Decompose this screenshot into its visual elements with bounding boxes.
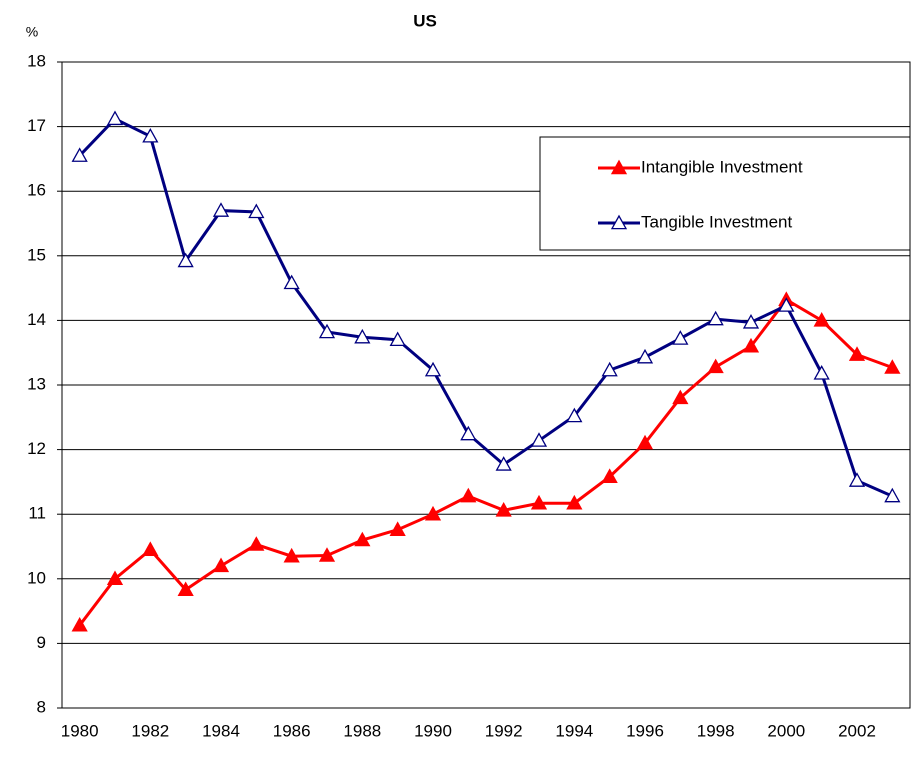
point bbox=[530, 432, 548, 447]
y-tick-label: 10 bbox=[27, 568, 46, 587]
point bbox=[672, 330, 689, 345]
point bbox=[460, 425, 477, 441]
point bbox=[636, 434, 654, 450]
x-tick-label: 1992 bbox=[485, 721, 523, 740]
y-tick-label: 12 bbox=[27, 439, 46, 458]
y-tick-label: 9 bbox=[37, 633, 46, 652]
x-tick-label: 2002 bbox=[838, 721, 876, 740]
point bbox=[212, 557, 230, 573]
x-tick-label: 1994 bbox=[555, 721, 593, 740]
point bbox=[389, 331, 406, 347]
y-tick-label: 11 bbox=[28, 504, 46, 523]
point bbox=[106, 570, 124, 586]
point bbox=[248, 203, 265, 219]
x-tick-label: 1984 bbox=[202, 721, 240, 740]
point bbox=[424, 361, 442, 377]
point bbox=[848, 346, 866, 361]
y-tick-label: 14 bbox=[27, 310, 46, 329]
y-tick-label: 8 bbox=[37, 697, 46, 716]
point bbox=[778, 297, 795, 312]
x-tick-label: 1996 bbox=[626, 721, 664, 740]
x-tick-label: 1990 bbox=[414, 721, 452, 740]
point bbox=[566, 407, 583, 423]
x-tick-label: 2000 bbox=[767, 721, 805, 740]
point bbox=[530, 494, 548, 510]
point bbox=[318, 323, 336, 339]
x-tick-label: 1982 bbox=[131, 721, 169, 740]
point bbox=[636, 348, 654, 364]
legend-marker bbox=[610, 214, 628, 230]
legend-label: Intangible Investment bbox=[641, 157, 803, 176]
point bbox=[601, 468, 618, 483]
point bbox=[177, 252, 194, 268]
point bbox=[283, 274, 300, 290]
point bbox=[389, 521, 406, 536]
point bbox=[212, 202, 230, 217]
point bbox=[354, 328, 371, 344]
legend-box bbox=[539, 136, 911, 251]
point bbox=[177, 581, 194, 597]
chart-title: US bbox=[413, 11, 437, 30]
point bbox=[813, 365, 830, 380]
point bbox=[495, 456, 512, 471]
x-tick-label: 1998 bbox=[697, 721, 735, 740]
y-tick-label: 15 bbox=[27, 245, 46, 264]
point bbox=[566, 494, 583, 510]
point bbox=[884, 487, 901, 503]
point bbox=[71, 616, 88, 632]
point bbox=[424, 505, 442, 521]
y-axis-label: % bbox=[26, 24, 38, 40]
point bbox=[495, 501, 512, 517]
point bbox=[248, 536, 265, 551]
point bbox=[742, 313, 760, 329]
point bbox=[142, 127, 159, 143]
y-tick-label: 16 bbox=[27, 181, 46, 200]
x-tick-label: 1988 bbox=[343, 721, 381, 740]
legend-marker bbox=[610, 159, 628, 175]
legend-label: Tangible Investment bbox=[641, 212, 792, 231]
point bbox=[601, 361, 618, 377]
point bbox=[106, 110, 124, 126]
y-tick-label: 13 bbox=[27, 374, 46, 393]
point bbox=[71, 147, 88, 162]
y-tick-label: 18 bbox=[27, 51, 46, 70]
point bbox=[884, 359, 901, 374]
point bbox=[848, 472, 866, 487]
point bbox=[283, 547, 300, 563]
point bbox=[142, 541, 159, 556]
x-tick-label: 1986 bbox=[273, 721, 311, 740]
point bbox=[318, 547, 336, 562]
point bbox=[707, 310, 724, 326]
y-tick-label: 17 bbox=[27, 116, 46, 135]
series-line bbox=[78, 117, 893, 498]
point bbox=[707, 358, 724, 374]
point bbox=[672, 389, 689, 405]
x-tick-label: 1980 bbox=[61, 721, 99, 740]
point bbox=[742, 337, 760, 353]
point bbox=[354, 531, 371, 547]
point bbox=[813, 312, 830, 327]
point bbox=[460, 487, 477, 503]
